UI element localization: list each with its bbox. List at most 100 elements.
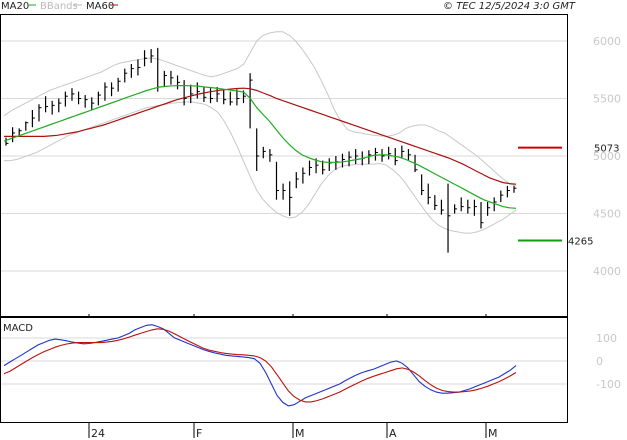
ohlc-bar (269, 149, 273, 162)
x-tick-label: A (389, 427, 397, 440)
x-tick-label: 24 (91, 427, 105, 440)
ohlc-bar (143, 50, 148, 67)
ohlc-bar (130, 64, 134, 78)
ohlc-bar (487, 202, 491, 216)
bband-lower-line (4, 101, 517, 234)
ohlc-bar (440, 199, 444, 215)
watermark: © TEC 12/5/2024 3:0 GMT (443, 1, 576, 12)
ohlc-bar (170, 70, 174, 85)
ohlc-bar (249, 73, 253, 129)
bollinger-bands (3, 31, 517, 234)
ohlc-bar (289, 181, 293, 216)
ohlc-bar (421, 174, 425, 196)
ohlc-bar (460, 197, 464, 212)
ohlc-bar (388, 146, 392, 160)
macd-tick-label: 0 (596, 355, 603, 368)
price-tick-label: 6000 (593, 35, 621, 48)
ohlc-bar (44, 96, 49, 113)
ohlc-bar (506, 185, 510, 198)
macd-lines (3, 324, 517, 407)
ref-label-5073: 5073 (594, 144, 619, 155)
ohlc-bar (355, 149, 359, 165)
ohlc-bar (150, 49, 154, 63)
ohlc-bar (157, 47, 161, 92)
ohlc-bar (454, 204, 458, 214)
ohlc-bar (328, 158, 332, 171)
macd-signal-line (3, 328, 517, 403)
ohlc-bar (493, 197, 497, 212)
legend-ma20-label: MA20 (1, 1, 29, 12)
ohlc-bar (31, 110, 35, 128)
ohlc-bar (51, 100, 55, 115)
ohlc-bars (5, 47, 517, 253)
ma20-line (3, 84, 517, 209)
ohlc-bar (407, 149, 411, 161)
ohlc-bar (295, 172, 299, 189)
ohlc-bar (110, 82, 115, 97)
ohlc-bar (64, 91, 68, 107)
ohlc-bar (256, 128, 260, 171)
ohlc-bar (183, 80, 187, 106)
ohlc-bar (77, 91, 82, 105)
ohlc-bar (5, 137, 9, 146)
ohlc-bar (137, 59, 141, 76)
ohlc-bar (71, 88, 75, 101)
ohlc-bar (97, 91, 101, 106)
legend-ma60-label: MA60 (86, 1, 114, 12)
macd-grid: -100 0 100 (1, 332, 621, 391)
ohlc-bar (84, 95, 88, 108)
ohlc-bar (104, 82, 108, 101)
ohlc-bar (427, 183, 431, 205)
main-panel-frame (0, 14, 568, 317)
ohlc-bar (302, 167, 306, 184)
ohlc-bar (216, 87, 220, 102)
price-tick-label: 5500 (593, 93, 621, 106)
ref-label-4265: 4265 (568, 237, 593, 248)
price-tick-label: 5000 (593, 150, 621, 163)
ohlc-bar (176, 75, 181, 90)
legend-bbands-label: BBands (40, 1, 78, 12)
macd-tick-label: -100 (596, 378, 621, 391)
ohlc-bar (229, 91, 233, 106)
ohlc-bar (401, 145, 405, 159)
ohlc-bar (500, 190, 504, 202)
ohlc-bar (308, 160, 312, 176)
macd-tick-label: 100 (596, 332, 617, 345)
ohlc-bar (163, 70, 167, 87)
ohlc-bar (11, 127, 16, 143)
macd-panel-title: MACD (3, 323, 33, 334)
ma60-line (4, 87, 517, 185)
ohlc-bar (236, 89, 240, 106)
ohlc-bar (348, 151, 352, 167)
ohlc-bar (322, 160, 326, 175)
reference-lines: 5073 4265 (518, 144, 619, 248)
ohlc-bar (374, 147, 378, 161)
macd-line (3, 324, 517, 407)
x-tick-label: M (488, 427, 498, 440)
ohlc-bar (341, 153, 345, 168)
price-grid: 4000 4500 5000 5500 6000 (1, 35, 621, 278)
ohlc-bar (467, 199, 471, 214)
ohlc-bar (282, 183, 286, 200)
moving-averages (3, 84, 517, 209)
ohlc-bar (447, 183, 451, 253)
bband-upper-line (3, 31, 517, 187)
ohlc-bar (275, 161, 279, 200)
ohlc-bar (203, 87, 207, 102)
ohlc-bar (25, 121, 29, 131)
macd-panel-frame (0, 317, 568, 423)
ohlc-bar (262, 146, 266, 159)
ohlc-bar (480, 202, 484, 229)
ohlc-bar (38, 104, 42, 122)
ohlc-bar (124, 68, 128, 83)
ohlc-bar (223, 89, 227, 105)
ohlc-bar (190, 84, 194, 104)
price-tick-label: 4000 (593, 265, 621, 278)
ohlc-bar (117, 77, 121, 92)
ohlc-bar (209, 88, 214, 104)
x-tick-label: M (295, 427, 305, 440)
ohlc-bar (58, 98, 62, 113)
ohlc-bar (434, 195, 438, 211)
ohlc-bar (196, 82, 200, 99)
